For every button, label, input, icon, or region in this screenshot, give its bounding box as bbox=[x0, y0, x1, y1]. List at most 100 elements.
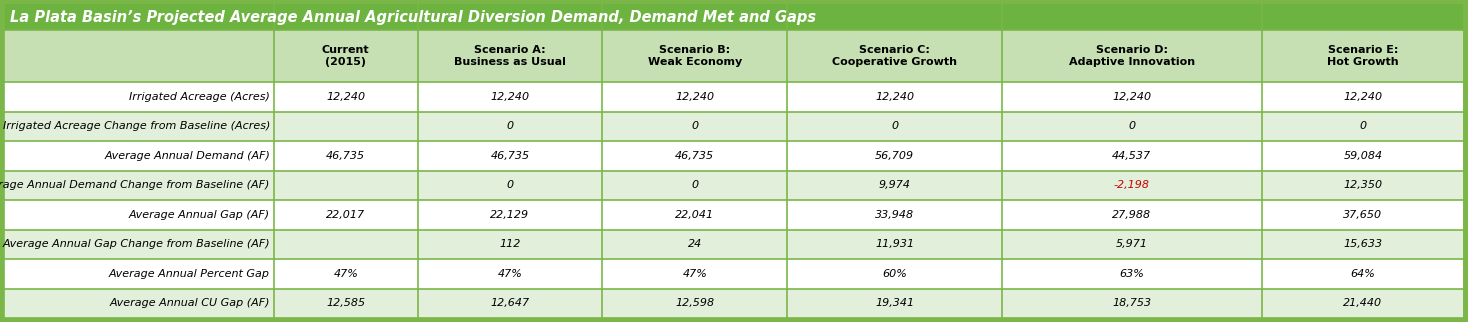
Bar bbox=[4, 141, 275, 171]
Bar bbox=[1261, 30, 1464, 82]
Bar bbox=[275, 200, 417, 230]
Bar bbox=[4, 111, 275, 141]
Text: 22,017: 22,017 bbox=[326, 210, 366, 220]
Bar bbox=[602, 230, 787, 259]
Text: 60%: 60% bbox=[882, 269, 907, 279]
Bar bbox=[275, 111, 417, 141]
Bar bbox=[4, 200, 275, 230]
Text: Irrigated Acreage Change from Baseline (Acres): Irrigated Acreage Change from Baseline (… bbox=[3, 121, 270, 131]
Bar bbox=[1003, 111, 1261, 141]
Bar bbox=[602, 141, 787, 171]
Bar bbox=[417, 141, 602, 171]
Bar bbox=[417, 82, 602, 111]
Bar bbox=[1261, 171, 1464, 200]
Text: 12,240: 12,240 bbox=[326, 92, 366, 102]
Text: Scenario B:
Weak Economy: Scenario B: Weak Economy bbox=[647, 45, 741, 67]
Text: Average Annual Gap (AF): Average Annual Gap (AF) bbox=[129, 210, 270, 220]
Bar bbox=[602, 200, 787, 230]
Bar bbox=[417, 289, 602, 318]
Bar bbox=[275, 141, 417, 171]
Text: 18,753: 18,753 bbox=[1113, 298, 1151, 308]
Bar bbox=[602, 30, 787, 82]
Text: 46,735: 46,735 bbox=[490, 151, 530, 161]
Text: 0: 0 bbox=[1129, 121, 1135, 131]
Bar bbox=[417, 171, 602, 200]
Bar bbox=[1003, 171, 1261, 200]
Text: -2,198: -2,198 bbox=[1114, 180, 1149, 190]
Text: 12,585: 12,585 bbox=[326, 298, 366, 308]
Bar bbox=[1003, 259, 1261, 289]
Text: 0: 0 bbox=[1359, 121, 1367, 131]
Text: 24: 24 bbox=[687, 239, 702, 249]
Text: 5,971: 5,971 bbox=[1116, 239, 1148, 249]
Text: Current
(2015): Current (2015) bbox=[321, 45, 370, 67]
Bar bbox=[417, 259, 602, 289]
Text: 27,988: 27,988 bbox=[1113, 210, 1151, 220]
Text: Average Annual Demand Change from Baseline (AF): Average Annual Demand Change from Baseli… bbox=[0, 180, 270, 190]
Text: 0: 0 bbox=[506, 180, 514, 190]
Bar bbox=[787, 289, 1003, 318]
Bar bbox=[1261, 259, 1464, 289]
Text: 12,240: 12,240 bbox=[1113, 92, 1151, 102]
Bar bbox=[1003, 289, 1261, 318]
Bar bbox=[1003, 230, 1261, 259]
Bar bbox=[4, 30, 275, 82]
Bar bbox=[4, 4, 1464, 30]
Bar bbox=[602, 259, 787, 289]
Bar bbox=[275, 30, 417, 82]
Bar bbox=[602, 82, 787, 111]
Text: Average Annual CU Gap (AF): Average Annual CU Gap (AF) bbox=[110, 298, 270, 308]
Bar bbox=[602, 111, 787, 141]
Bar bbox=[787, 259, 1003, 289]
Text: 12,350: 12,350 bbox=[1343, 180, 1383, 190]
Bar bbox=[1003, 30, 1261, 82]
Bar bbox=[417, 111, 602, 141]
Text: 12,240: 12,240 bbox=[1343, 92, 1383, 102]
Text: 56,709: 56,709 bbox=[875, 151, 915, 161]
Bar bbox=[1261, 111, 1464, 141]
Bar bbox=[787, 141, 1003, 171]
Text: 47%: 47% bbox=[683, 269, 708, 279]
Text: 12,647: 12,647 bbox=[490, 298, 530, 308]
Text: Scenario E:
Hot Growth: Scenario E: Hot Growth bbox=[1327, 45, 1399, 67]
Text: 0: 0 bbox=[891, 121, 898, 131]
Text: 47%: 47% bbox=[498, 269, 523, 279]
Text: 37,650: 37,650 bbox=[1343, 210, 1383, 220]
Bar bbox=[275, 171, 417, 200]
Bar bbox=[4, 289, 275, 318]
Text: 9,974: 9,974 bbox=[879, 180, 910, 190]
Bar bbox=[1261, 141, 1464, 171]
Bar bbox=[275, 259, 417, 289]
Text: 64%: 64% bbox=[1351, 269, 1376, 279]
Bar bbox=[1261, 230, 1464, 259]
Bar bbox=[417, 200, 602, 230]
Text: Scenario A:
Business as Usual: Scenario A: Business as Usual bbox=[454, 45, 567, 67]
Text: 12,598: 12,598 bbox=[675, 298, 715, 308]
Text: Average Annual Percent Gap: Average Annual Percent Gap bbox=[109, 269, 270, 279]
Text: Scenario C:
Cooperative Growth: Scenario C: Cooperative Growth bbox=[832, 45, 957, 67]
Bar bbox=[602, 289, 787, 318]
Bar bbox=[275, 230, 417, 259]
Bar bbox=[4, 230, 275, 259]
Bar bbox=[1261, 82, 1464, 111]
Text: Irrigated Acreage (Acres): Irrigated Acreage (Acres) bbox=[129, 92, 270, 102]
Bar bbox=[1003, 82, 1261, 111]
Bar bbox=[602, 171, 787, 200]
Bar bbox=[1003, 200, 1261, 230]
Bar bbox=[4, 259, 275, 289]
Bar bbox=[787, 171, 1003, 200]
Text: 112: 112 bbox=[499, 239, 521, 249]
Text: 15,633: 15,633 bbox=[1343, 239, 1383, 249]
Bar bbox=[787, 200, 1003, 230]
Bar bbox=[275, 82, 417, 111]
Text: 0: 0 bbox=[691, 180, 699, 190]
Text: 12,240: 12,240 bbox=[675, 92, 715, 102]
Text: 12,240: 12,240 bbox=[875, 92, 915, 102]
Text: 47%: 47% bbox=[333, 269, 358, 279]
Text: 44,537: 44,537 bbox=[1113, 151, 1151, 161]
Text: 19,341: 19,341 bbox=[875, 298, 915, 308]
Bar bbox=[787, 82, 1003, 111]
Text: 22,041: 22,041 bbox=[675, 210, 715, 220]
Text: 63%: 63% bbox=[1120, 269, 1144, 279]
Bar bbox=[787, 30, 1003, 82]
